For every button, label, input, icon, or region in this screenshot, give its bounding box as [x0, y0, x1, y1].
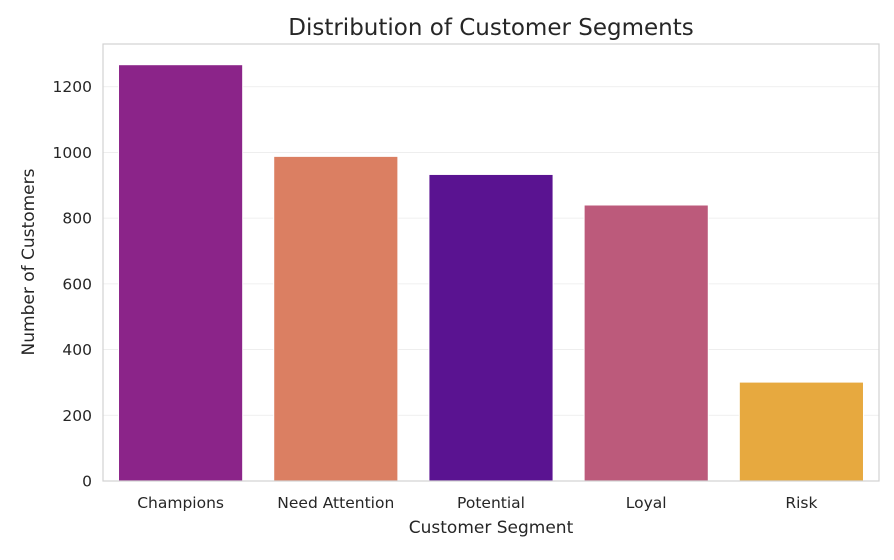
x-tick-label: Champions	[137, 494, 224, 512]
y-tick-label: 600	[62, 275, 92, 293]
x-axis-label: Customer Segment	[409, 518, 574, 538]
y-tick-label: 800	[62, 210, 92, 228]
y-tick-label: 1200	[53, 78, 92, 96]
bar-potential	[428, 173, 554, 482]
y-tick-label: 400	[62, 341, 92, 359]
plot-frame	[102, 43, 880, 482]
bars	[118, 64, 864, 482]
bar-need-attention	[273, 155, 399, 482]
bar-risk	[738, 381, 864, 482]
y-tick-label: 0	[82, 473, 92, 491]
x-tick-label: Risk	[785, 494, 817, 512]
y-tick-label: 1000	[53, 144, 92, 162]
bar-champions	[118, 64, 244, 482]
y-tick-label: 200	[62, 407, 92, 425]
x-tick-label: Potential	[457, 494, 525, 512]
x-tick-label: Need Attention	[277, 494, 394, 512]
chart-title: Distribution of Customer Segments	[288, 15, 694, 41]
bar-loyal	[583, 204, 709, 482]
y-axis-label: Number of Customers	[19, 168, 39, 355]
x-axis-ticks: Champions Need Attention Potential Loyal Ris…	[137, 494, 817, 512]
y-axis-ticks: 0 200 400 600 800 1000 1200	[53, 78, 92, 490]
x-tick-label: Loyal	[626, 494, 667, 512]
